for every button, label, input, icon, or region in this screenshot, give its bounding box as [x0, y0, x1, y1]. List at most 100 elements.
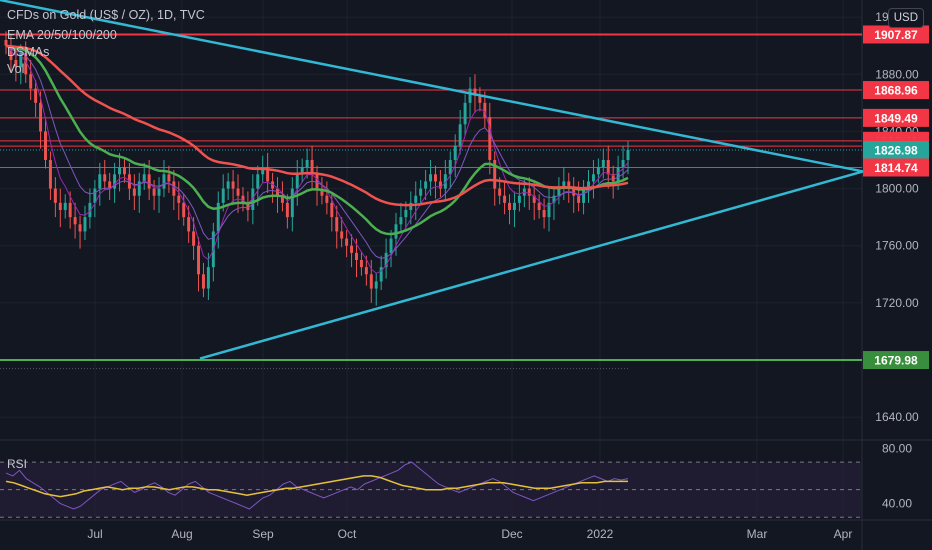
- candle-body: [167, 174, 171, 182]
- candle-body: [399, 217, 403, 225]
- candle-body: [53, 188, 57, 203]
- candle: [512, 191, 516, 228]
- price-label-box: [863, 108, 929, 127]
- candle: [83, 205, 87, 240]
- candle-body: [29, 74, 33, 89]
- candle-body: [197, 245, 201, 275]
- candle: [601, 148, 605, 179]
- candle: [103, 160, 107, 190]
- price-axis-label: 1868.96: [863, 81, 929, 100]
- price-label-box: [863, 351, 929, 370]
- candle: [58, 188, 62, 228]
- candle-body: [508, 202, 512, 210]
- candle-body: [14, 60, 18, 68]
- candle: [345, 230, 349, 258]
- price-axis-tick: 1800.00: [875, 182, 919, 196]
- indicator-ema[interactable]: EMA 20/50/100/200: [7, 28, 117, 42]
- candle-body: [384, 252, 388, 268]
- candle-body: [236, 188, 240, 196]
- candle: [453, 134, 457, 178]
- candle: [572, 177, 576, 213]
- candle-body: [68, 202, 72, 218]
- price-label-text: 1849.49: [874, 111, 918, 125]
- candle-body: [542, 210, 546, 218]
- price-label-box: [863, 158, 929, 177]
- candle: [152, 180, 156, 210]
- candle: [483, 91, 487, 129]
- candle: [172, 170, 176, 210]
- candle: [335, 205, 339, 249]
- candle-body: [19, 52, 23, 68]
- candle-body: [350, 245, 354, 253]
- indicator-dsmas[interactable]: DSMAs: [7, 45, 50, 59]
- candle: [108, 172, 112, 200]
- candle-body: [290, 188, 294, 218]
- currency-button[interactable]: USD: [887, 8, 924, 28]
- candle: [359, 251, 363, 276]
- candle-body: [552, 195, 556, 203]
- candle-body: [58, 202, 62, 210]
- price-axis-tick: 1760.00: [875, 239, 919, 253]
- candle: [389, 230, 393, 268]
- candle-body: [374, 281, 378, 289]
- candle: [399, 202, 403, 233]
- candle-body: [433, 174, 437, 182]
- rsi-label[interactable]: RSI: [7, 457, 28, 471]
- candle: [606, 145, 610, 189]
- candle-body: [108, 181, 112, 189]
- price-label-text: 1826.98: [874, 144, 918, 158]
- candle-body: [448, 160, 452, 175]
- candle-body: [256, 174, 260, 189]
- candle: [197, 237, 201, 292]
- candle-body: [216, 202, 220, 232]
- candle-body: [44, 131, 47, 160]
- candle: [246, 191, 250, 222]
- candle: [182, 194, 186, 226]
- candle: [424, 170, 428, 200]
- candle: [488, 102, 492, 175]
- candle: [88, 188, 92, 229]
- price-label-text: 1907.87: [874, 28, 918, 42]
- candle: [206, 252, 210, 300]
- candle: [221, 174, 225, 212]
- candle-body: [231, 181, 235, 189]
- candle: [39, 91, 43, 149]
- candle: [251, 174, 255, 225]
- candle-body: [157, 188, 161, 196]
- candle-body: [251, 188, 255, 210]
- candle-body: [83, 217, 87, 232]
- candle-body: [266, 167, 270, 182]
- candle: [216, 191, 220, 249]
- candle-body: [300, 167, 304, 175]
- candle: [34, 80, 38, 118]
- candle-body: [567, 181, 571, 189]
- rsi-ma-line: [5, 475, 628, 498]
- candle: [271, 172, 275, 203]
- price-axis-label: 1849.49: [863, 108, 929, 127]
- candle-body: [577, 195, 581, 203]
- price-axis-label: 1907.87: [863, 25, 929, 44]
- indicator-vol[interactable]: Vol: [7, 62, 25, 76]
- candle: [562, 167, 566, 200]
- candle-body: [177, 195, 181, 203]
- candle-body: [389, 238, 393, 253]
- price-axis-tick: 1640.00: [875, 410, 919, 424]
- price-axis-tick: 80.00: [882, 441, 912, 455]
- candle-body: [443, 174, 447, 189]
- candle: [369, 260, 373, 303]
- candle: [384, 238, 388, 279]
- candle-body: [78, 224, 82, 232]
- candle-body: [596, 167, 600, 175]
- symbol-title[interactable]: CFDs on Gold (US$ / OZ), 1D, TVC: [7, 8, 205, 22]
- candle: [582, 180, 586, 215]
- candle: [325, 181, 329, 215]
- candle: [122, 158, 126, 183]
- price-label-box: [863, 25, 929, 44]
- candle: [73, 202, 77, 239]
- candle-body: [113, 174, 117, 189]
- candle-body: [404, 210, 408, 218]
- candle-body: [626, 150, 630, 160]
- candle-body: [162, 174, 166, 189]
- candle-body: [429, 174, 433, 182]
